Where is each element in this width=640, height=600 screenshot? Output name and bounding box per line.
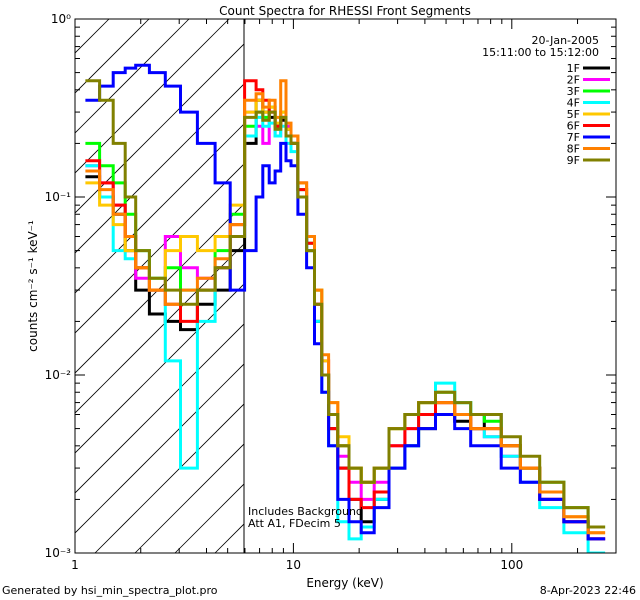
hatch-line bbox=[75, 123, 244, 294]
footer-date: 8-Apr-2023 22:46 bbox=[540, 584, 636, 597]
plot-frame bbox=[74, 18, 617, 554]
series-4F bbox=[85, 115, 606, 553]
y-tick-label: 10⁻² bbox=[45, 368, 72, 382]
tick-layer: 1 10 100 10⁰ 10⁻¹ 10⁻² 10⁻³ bbox=[45, 12, 617, 572]
legend-label: 9F bbox=[567, 154, 580, 167]
annotation-attenuator: Att A1, FDecim 5 bbox=[248, 517, 341, 530]
x-tick-label: 1 bbox=[71, 558, 79, 572]
x-tick-label: 100 bbox=[500, 558, 523, 572]
legend-time-range: 15:11:00 to 15:12:00 bbox=[482, 46, 599, 59]
hatch-line bbox=[75, 19, 230, 174]
y-tick-label: 10⁰ bbox=[51, 12, 71, 26]
y-axis-label: counts cm⁻² s⁻¹ keV⁻¹ bbox=[26, 220, 40, 352]
y-tick-label: 10⁻¹ bbox=[45, 190, 72, 204]
hatch-line bbox=[295, 19, 640, 553]
hatch-line bbox=[75, 363, 244, 534]
series-3F bbox=[85, 105, 606, 529]
hatch-line bbox=[75, 19, 190, 134]
hatch-line bbox=[75, 83, 244, 254]
series-9F bbox=[85, 79, 606, 529]
series-2F bbox=[85, 110, 606, 541]
footer-generated: Generated by hsi_min_spectra_plot.pro bbox=[2, 584, 218, 597]
y-tick-label: 10⁻³ bbox=[45, 546, 72, 560]
legend-date: 20-Jan-2005 bbox=[532, 34, 600, 47]
x-tick-label: 10 bbox=[286, 558, 301, 572]
hatch-line bbox=[94, 403, 244, 553]
hatch-line bbox=[75, 243, 244, 414]
legend-label: 3F bbox=[567, 85, 580, 98]
hatch-line bbox=[75, 163, 244, 334]
annotation-background: Includes Background bbox=[248, 505, 363, 518]
chart-title: Count Spectra for RHESSI Front Segments bbox=[219, 4, 471, 18]
legend-label: 4F bbox=[567, 97, 580, 110]
legend-label: 6F bbox=[567, 120, 580, 133]
series-6F bbox=[85, 79, 606, 541]
hatch-line bbox=[75, 283, 244, 454]
legend-label: 1F bbox=[567, 62, 580, 75]
series-layer bbox=[85, 63, 606, 553]
legend-label: 8F bbox=[567, 143, 580, 156]
hatch-line bbox=[75, 203, 244, 374]
hatch-line bbox=[255, 19, 640, 553]
hatch-line bbox=[134, 443, 244, 553]
series-1F bbox=[85, 98, 606, 541]
legend-label: 2F bbox=[567, 74, 580, 87]
legend-label: 7F bbox=[567, 131, 580, 144]
legend-label: 5F bbox=[567, 108, 580, 121]
hatch-line bbox=[75, 323, 244, 494]
series-8F bbox=[85, 79, 606, 535]
x-axis-label: Energy (keV) bbox=[306, 576, 383, 590]
